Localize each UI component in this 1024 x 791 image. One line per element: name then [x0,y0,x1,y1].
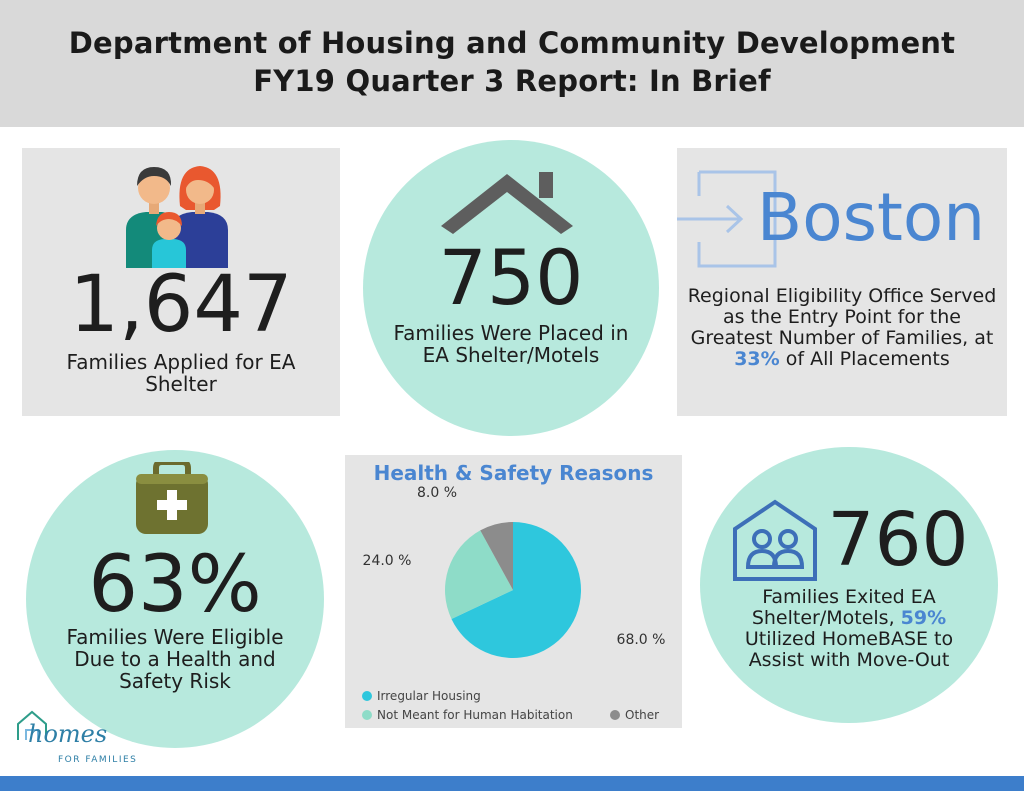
pie-label-3: 8.0 % [417,485,457,501]
exited-caption: Families Exited EA Shelter/Motels, 59% U… [734,587,964,671]
exited-circle: 760 Families Exited EA Shelter/Motels, 5… [700,447,998,723]
exited-number: 760 [827,497,969,583]
placed-circle: 750 Families Were Placed in EA Shelter/M… [363,140,659,436]
pie-slice-1 [451,522,581,658]
pie-label-1: 68.0 % [617,632,666,648]
eligible-number: 63% [88,540,262,630]
boston-caption-at: at [974,327,994,349]
homes-for-families-logo: homes FOR FAMILIES [14,710,144,770]
applied-number: 1,647 [69,260,293,350]
eligible-caption: Families Were Eligible Due to a Health a… [66,625,284,693]
pie-chart: 68.0 % 24.0 % 8.0 % Irregular Housing Not Me… [362,485,666,722]
logo-word: homes [28,720,108,748]
exited-caption-text: Families Exited EA Shelter/Motels, [751,586,936,629]
placed-number: 750 [438,233,584,322]
legend-marker-3 [610,710,620,720]
boston-panel: Boston Regional Eligibility Office Serve… [677,148,1007,416]
boston-city: Boston [756,179,986,256]
legend-label-2: Not Meant for Human Habitation [377,708,573,722]
legend-marker-2 [362,710,372,720]
placed-caption: Families Were Placed in EA Shelter/Motel… [393,321,629,367]
report-title-line1: Department of Housing and Community Deve… [68,26,956,60]
home-people-icon [733,499,817,581]
report-header: Department of Housing and Community Deve… [0,0,1024,127]
logo-tagline: FOR FAMILIES [58,755,138,765]
legend-label-1: Irregular Housing [377,689,481,703]
applied-caption: Families Applied for EA Shelter [66,350,296,396]
house-logo-icon [17,710,47,740]
boston-caption-end: of All Placements [785,348,950,370]
boston-caption: Regional Eligibility Office Served as th… [687,286,997,370]
exited-percent: 59% [900,607,947,629]
pie-slice-2 [445,530,513,619]
applied-panel: 1,647 Families Applied for EA Shelter [22,148,340,416]
house-roof-icon [441,172,573,234]
first-aid-kit-icon [136,462,208,534]
eligible-circle: 63% Families Were Eligible Due to a Heal… [26,450,324,748]
pie-label-2: 24.0 % [363,553,412,569]
legend-marker-1 [362,691,372,701]
pie-slice-3 [480,522,513,590]
footer-bar [0,776,1024,791]
legend-label-3: Other [625,708,659,722]
boston-percent: 33% [734,348,780,370]
family-icon [126,166,228,268]
boston-caption-text: Regional Eligibility Office Served as th… [687,285,997,349]
exited-caption-end: Utilized HomeBASE to Assist with Move-Ou… [744,628,954,671]
health-safety-chart-panel: Health & Safety Reasons 68.0 % 24.0 % 8.0 … [345,455,682,728]
report-title-line2: FY19 Quarter 3 Report: In Brief [253,64,771,98]
chart-title: Health & Safety Reasons [373,461,654,485]
entry-arrow-icon [677,170,777,268]
